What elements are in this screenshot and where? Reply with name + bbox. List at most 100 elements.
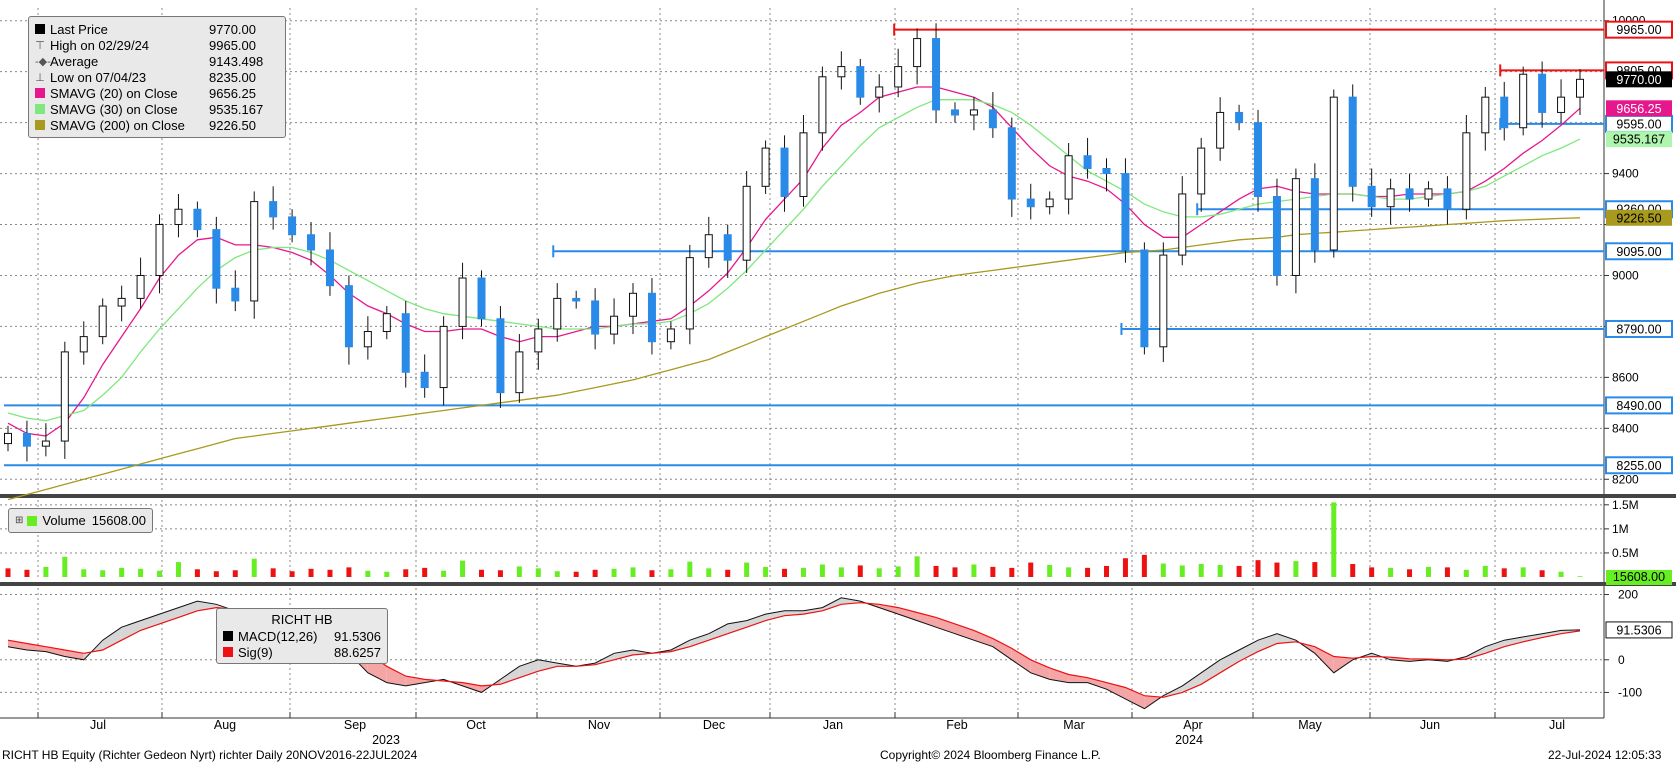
macd-fill (386, 666, 406, 686)
macd-fill (822, 597, 842, 611)
volume-tick-label: 0.5M (1612, 546, 1639, 560)
footer-center: Copyright© 2024 Bloomberg Finance L.P. (880, 748, 1101, 762)
volume-bar (857, 565, 863, 577)
macd-fill (954, 623, 974, 641)
candle-body (1083, 155, 1092, 169)
volume-swatch (27, 515, 38, 526)
legend-swatch (35, 104, 45, 114)
candle-body (950, 109, 959, 116)
candle-body (1064, 155, 1073, 200)
volume-bar (1463, 569, 1469, 577)
macd-fill (898, 607, 918, 621)
volume-bar (971, 564, 977, 577)
candle-body (723, 234, 732, 261)
volume-bar (1217, 564, 1223, 577)
volume-bar (194, 569, 200, 577)
candle-body (307, 234, 316, 251)
value-badge (1606, 209, 1672, 226)
volume-legend: ⊞ Volume 15608.00 (8, 508, 153, 533)
x-tick-label: Jul (90, 718, 106, 732)
volume-last-badge (1606, 570, 1672, 585)
candle-body (666, 328, 675, 343)
volume-expand-icon[interactable]: ⊞ (15, 515, 24, 526)
volume-bar (1179, 565, 1185, 577)
volume-bar (876, 568, 882, 577)
candle-body (363, 331, 372, 348)
volume-bar (5, 568, 11, 577)
legend-swatch (35, 120, 45, 130)
price-tick-label: 8600 (1612, 370, 1639, 384)
candle-body (439, 325, 448, 389)
volume-bar (763, 566, 769, 577)
volume-bar (138, 568, 144, 577)
candle-body (685, 257, 694, 330)
price-legend-label: Average (50, 53, 99, 69)
price-legend-value: 9226.50 (209, 117, 256, 133)
price-legend: Last Price 9770.00 ⊤ High on 02/29/24 9965.0… (28, 16, 286, 138)
macd-fill (140, 614, 160, 631)
candle-body (136, 274, 145, 299)
candle-body (572, 297, 581, 302)
candle-body (837, 66, 846, 78)
price-legend-row: SMAVG (30) on Close 9535.167 (35, 101, 279, 117)
candle-body (1500, 96, 1509, 129)
reference-label-box (1605, 242, 1673, 261)
volume-bar (478, 569, 484, 577)
volume-bar (100, 570, 106, 577)
macd-fill (1182, 672, 1202, 693)
price-legend-value: 9770.00 (209, 21, 256, 37)
volume-bar (1085, 567, 1091, 577)
volume-bar (497, 570, 503, 577)
volume-bar (441, 570, 447, 577)
macd-fill (1314, 646, 1334, 673)
x-tick-label: Apr (1183, 718, 1202, 732)
volume-bar (649, 570, 655, 577)
macd-fill (803, 607, 823, 615)
price-legend-value: 8235.00 (209, 69, 256, 85)
candle-body (344, 285, 353, 348)
volume-bar (1444, 567, 1450, 577)
volume-bar (990, 566, 996, 577)
candle-body (799, 132, 808, 198)
volume-bar (1066, 567, 1072, 577)
volume-bar (1577, 576, 1583, 577)
x-tick-label: Nov (588, 718, 611, 732)
volume-bar (668, 569, 674, 577)
reference-label-box (1605, 20, 1673, 39)
volume-bar (1331, 502, 1337, 577)
footer-right: 22-Jul-2024 12:05:33 (1548, 748, 1662, 762)
candle-body (1121, 173, 1130, 251)
macd-fill (727, 620, 747, 634)
value-badge (1606, 71, 1672, 88)
x-tick-label: Aug (214, 718, 236, 732)
candle-body (1443, 188, 1452, 210)
candle-body (1216, 111, 1225, 149)
price-legend-label: SMAVG (30) on Close (50, 101, 178, 117)
macd-fill (1125, 687, 1145, 709)
x-tick-label: Mar (1063, 718, 1085, 732)
panel-divider-2 (0, 582, 1676, 586)
candle-body (818, 76, 827, 134)
macd-fill (708, 623, 728, 641)
legend-glyph-icon: -◆- (35, 55, 51, 68)
volume-bar (422, 567, 428, 577)
volume-bar (270, 568, 276, 577)
volume-legend-label: Volume (42, 513, 86, 528)
volume-bar (1293, 561, 1299, 577)
volume-bar (592, 569, 598, 577)
reference-label: 9595.00 (1616, 117, 1661, 131)
candle-body (79, 336, 88, 353)
macd-fill (1030, 659, 1050, 680)
price-legend-label: High on 02/29/24 (50, 37, 150, 53)
price-legend-value: 9143.498 (209, 53, 264, 69)
price-panel (4, 23, 1604, 501)
volume-bar (554, 571, 560, 577)
volume-bar (308, 568, 314, 577)
candle-body (742, 185, 751, 261)
price-legend-label: Low on 07/04/23 (50, 69, 147, 85)
candle-body (288, 216, 297, 236)
volume-panel (5, 502, 1583, 577)
macd-fill (1258, 633, 1277, 652)
macd-legend: RICHT HB MACD(12,26) 91.5306 Sig(9) 88.6257 (216, 608, 388, 664)
price-legend-value: 9656.25 (209, 85, 256, 101)
